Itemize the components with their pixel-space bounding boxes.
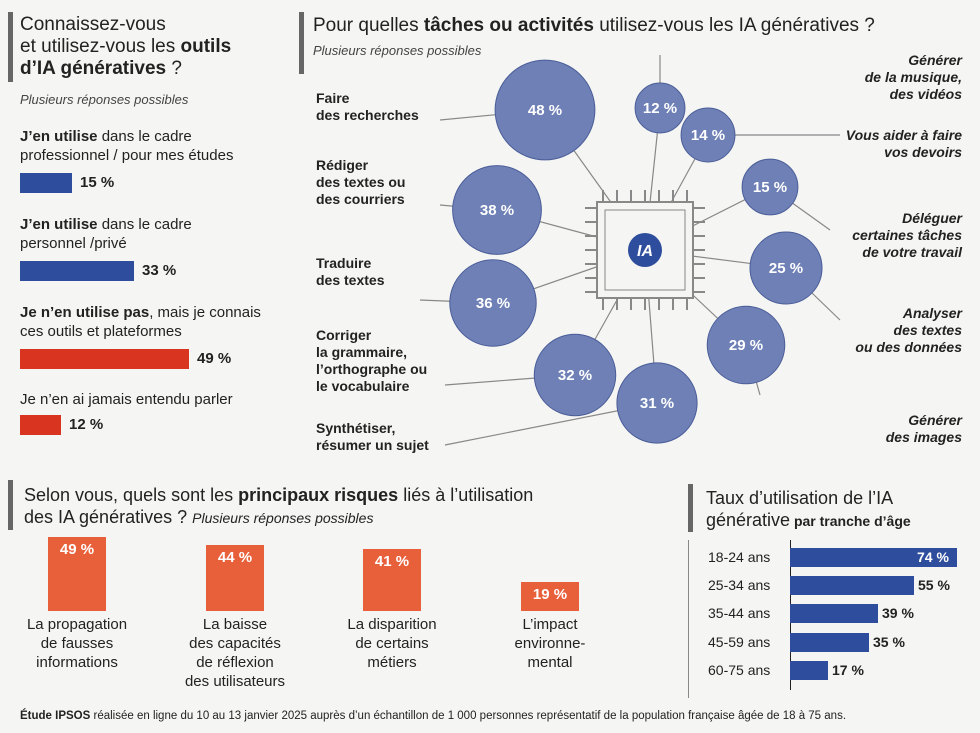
section-accent-bar	[688, 484, 693, 532]
awareness-item-label: J’en utilise dans le cadre professionnel …	[20, 128, 234, 164]
task-label: Analyser des textes ou des données	[855, 305, 962, 355]
task-bubble	[494, 59, 596, 161]
task-value: 12 %	[643, 100, 677, 117]
task-label: Déléguer certaines tâches de votre travail	[852, 210, 962, 260]
awareness-item-label: Je n’en ai jamais entendu parler	[20, 391, 233, 408]
task-value: 32 %	[558, 367, 592, 384]
awareness-value: 49 %	[197, 350, 232, 367]
risk-label: L’impact environne-mental	[514, 616, 586, 671]
task-label: Traduire des textes	[316, 255, 385, 288]
age-value: 39 %	[882, 605, 914, 621]
age-bar	[790, 633, 869, 652]
task-value: 48 %	[528, 102, 562, 119]
section-accent-bar	[299, 12, 304, 74]
task-label: Synthétiser, résumer un sujet	[316, 420, 429, 453]
awareness-item-label: Je n’en utilise pas, mais je connais ces …	[20, 304, 261, 340]
risks-subtitle: Plusieurs réponses possibles	[192, 510, 374, 526]
tasks-title: Pour quelles tâches ou activités utilise…	[313, 15, 875, 36]
awareness-bar	[20, 415, 61, 435]
task-label: Vous aider à faire vos devoirs	[845, 127, 962, 160]
task-bubble	[706, 305, 786, 385]
chip-logo	[628, 233, 662, 267]
age-value: 35 %	[873, 634, 905, 650]
age-group-label: 45-59 ans	[708, 634, 771, 650]
task-label: Faire des recherches	[316, 90, 419, 123]
age-group-label: 60-75 ans	[708, 662, 771, 678]
risk-label: La baisse des capacités de réflexion des ut…	[184, 616, 286, 690]
chip-core	[604, 209, 686, 291]
task-label: Rédiger des textes ou des courriers	[316, 157, 406, 207]
task-bubble	[680, 107, 736, 163]
task-value: 29 %	[729, 337, 763, 354]
awareness-value: 33 %	[142, 262, 177, 279]
task-value: 14 %	[691, 127, 725, 144]
age-divider	[688, 540, 689, 698]
risks-title: Selon vous, quels sont les principaux ri…	[24, 485, 534, 527]
age-bar	[790, 604, 878, 623]
age-group-label: 35-44 ans	[708, 605, 771, 621]
age-value: 55 %	[918, 577, 950, 593]
age-title: Taux d’utilisation de l’IA générative pa…	[706, 488, 911, 530]
awareness-item-label: J’en utilise dans le cadre personnel /pri…	[20, 216, 192, 252]
risk-label: La propagation de fausses informations	[26, 616, 128, 671]
awareness-title: Connaissez-vous et utilisez-vous les out…	[20, 14, 232, 79]
awareness-value: 12 %	[69, 416, 104, 433]
task-bubble	[449, 259, 537, 347]
age-value: 17 %	[832, 662, 864, 678]
age-group-label: 18-24 ans	[708, 549, 771, 565]
risk-bar: 49 %	[48, 537, 106, 611]
task-label: Générer des images	[885, 412, 962, 445]
risk-value: 49 %	[59, 541, 95, 558]
risk-bar: 44 %	[206, 545, 264, 611]
risk-value: 44 %	[217, 549, 253, 566]
awareness-subtitle: Plusieurs réponses possibles	[20, 92, 189, 107]
tasks-subtitle: Plusieurs réponses possibles	[313, 43, 482, 58]
age-bar	[790, 661, 828, 680]
task-value: 25 %	[769, 260, 803, 277]
awareness-bar	[20, 261, 134, 281]
task-bubble	[749, 231, 823, 305]
source-note: Étude IPSOS réalisée en ligne du 10 au 1…	[20, 710, 847, 722]
age-value: 74 %	[917, 549, 949, 565]
risk-value: 41 %	[374, 553, 410, 570]
awareness-bar	[20, 173, 72, 193]
risk-bar: 41 %	[363, 549, 421, 611]
task-bubble	[634, 82, 686, 134]
task-value: 31 %	[640, 395, 674, 412]
task-value: 15 %	[753, 179, 787, 196]
age-bar	[790, 548, 957, 567]
task-bubble	[741, 158, 799, 216]
task-value: 38 %	[480, 202, 514, 219]
age-group-label: 25-34 ans	[708, 577, 771, 593]
risk-value: 19 %	[532, 586, 568, 603]
task-value: 36 %	[476, 295, 510, 312]
task-bubble	[452, 165, 542, 255]
age-bar	[790, 576, 914, 595]
task-bubble	[616, 362, 698, 444]
chip-label: IA	[637, 243, 653, 260]
section-accent-bar	[8, 12, 13, 82]
awareness-bar	[20, 349, 189, 369]
risk-bar: 19 %	[521, 582, 579, 611]
tasks-bubble-chart: IA 48 % 38 % 36 % 32 % 31 % 12 % 14 % 15 % 25 % 29…	[419, 55, 841, 446]
awareness-value: 15 %	[80, 174, 115, 191]
task-bubble	[533, 333, 617, 417]
section-accent-bar	[8, 480, 13, 530]
task-label: Corriger la grammaire, l’orthographe ou le …	[316, 327, 428, 394]
task-label: Générer de la musique, des vidéos	[864, 52, 962, 102]
risk-label: La disparition de certains métiers	[347, 616, 437, 671]
